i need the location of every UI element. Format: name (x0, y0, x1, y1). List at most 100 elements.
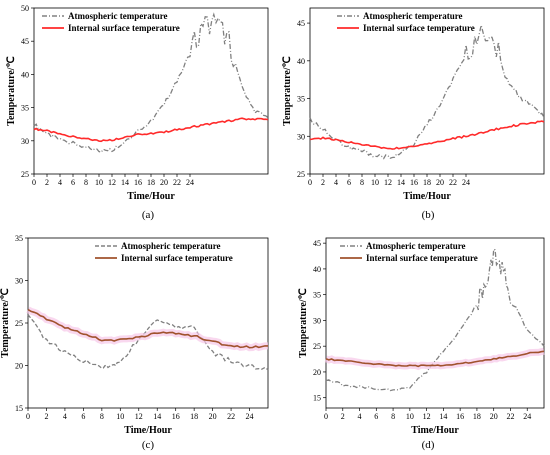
data-point (543, 346, 544, 347)
x-tick-label: 16 (134, 178, 142, 187)
plot-frame (27, 237, 269, 409)
data-point (443, 351, 444, 352)
x-tick-label: 10 (95, 178, 103, 187)
data-point (426, 124, 427, 125)
y-tick-label: 35 (15, 234, 23, 243)
x-tick-label: 20 (209, 412, 217, 421)
legend-label: Internal surface temperature (363, 23, 475, 33)
chart-panel-4: 0 2 4 6 8 10 12 14 16 18 20 22 2415202530354045Time/… (298, 237, 545, 451)
x-tick-label: 10 (371, 178, 379, 187)
data-point (202, 124, 203, 125)
x-tick-label: 12 (135, 412, 143, 421)
data-point (501, 268, 502, 269)
data-point (85, 147, 86, 148)
series-line-atmospheric (325, 248, 545, 392)
data-point (376, 364, 377, 365)
data-point (189, 51, 190, 52)
y-tick-label: 40 (297, 57, 305, 66)
data-point (111, 149, 112, 150)
data-point (493, 358, 494, 359)
y-tick-label: 25 (21, 170, 29, 179)
data-point (342, 384, 343, 385)
x-tick-label: 8 (360, 178, 364, 187)
data-point (212, 341, 213, 342)
legend-label: Internal surface temperature (68, 23, 180, 33)
data-point (33, 128, 34, 129)
y-tick-label: 25 (15, 319, 23, 328)
y-axis-label: Temperature/℃ (0, 288, 11, 358)
data-point (120, 361, 121, 362)
data-point (124, 136, 125, 137)
x-tick-label: 14 (397, 178, 405, 187)
y-tick-label: 15 (313, 394, 321, 403)
x-axis-label: Time/Hour (127, 191, 175, 202)
x-axis-label: Time/Hour (403, 191, 451, 202)
x-tick-label: 22 (227, 412, 235, 421)
data-point (387, 148, 388, 149)
data-point (215, 122, 216, 123)
data-point (33, 124, 34, 125)
x-tick-label: 24 (462, 178, 470, 187)
data-point (98, 140, 99, 141)
data-point (124, 140, 125, 141)
data-point (465, 56, 466, 57)
data-point (476, 361, 477, 362)
data-point (426, 143, 427, 144)
data-point (163, 132, 164, 133)
data-point (241, 87, 242, 88)
data-point (72, 136, 73, 137)
y-tick-label: 20 (313, 368, 321, 377)
data-point (374, 146, 375, 147)
data-point (348, 142, 349, 143)
data-point (527, 353, 528, 354)
x-tick-label: 10 (116, 412, 124, 421)
data-point (309, 119, 310, 120)
x-tick-label: 14 (439, 412, 447, 421)
data-point (409, 387, 410, 388)
data-point (392, 365, 393, 366)
series-band (324, 347, 545, 371)
data-point (228, 41, 229, 42)
x-tick-label: 6 (81, 412, 85, 421)
data-point (374, 155, 375, 156)
x-tick-label: 24 (523, 412, 531, 421)
x-tick-label: 18 (473, 412, 481, 421)
data-point (517, 94, 518, 95)
data-point (175, 333, 176, 334)
y-tick-label: 35 (297, 95, 305, 104)
y-tick-label: 15 (15, 404, 23, 413)
data-point (101, 367, 102, 368)
x-tick-label: 4 (58, 178, 62, 187)
x-tick-label: 18 (147, 178, 155, 187)
data-point (460, 363, 461, 364)
data-point (439, 105, 440, 106)
data-point (517, 124, 518, 125)
data-point (254, 118, 255, 119)
data-point (27, 316, 28, 317)
y-tick-label: 30 (21, 137, 29, 146)
x-tick-label: 2 (341, 412, 345, 421)
x-tick-label: 12 (108, 178, 116, 187)
data-point (189, 127, 190, 128)
panel-label: (a) (142, 209, 155, 221)
data-point (510, 356, 511, 357)
data-point (137, 130, 138, 131)
x-tick-label: 14 (153, 412, 161, 421)
y-axis-label: Temperature/℃ (6, 56, 17, 126)
data-point (325, 358, 326, 359)
y-tick-label: 35 (313, 291, 321, 300)
data-point (491, 34, 492, 35)
y-tick-label: 25 (297, 170, 305, 179)
x-tick-label: 12 (423, 412, 431, 421)
plot-frame (325, 237, 545, 409)
data-point (249, 365, 250, 366)
x-tick-label: 22 (449, 178, 457, 187)
data-point (387, 157, 388, 158)
series-line-atmospheric (309, 25, 545, 160)
y-axis-label: Temperature/℃ (298, 288, 309, 358)
data-point (460, 330, 461, 331)
data-point (138, 337, 139, 338)
series-line-internal-surface (325, 350, 545, 368)
data-point (194, 327, 195, 328)
